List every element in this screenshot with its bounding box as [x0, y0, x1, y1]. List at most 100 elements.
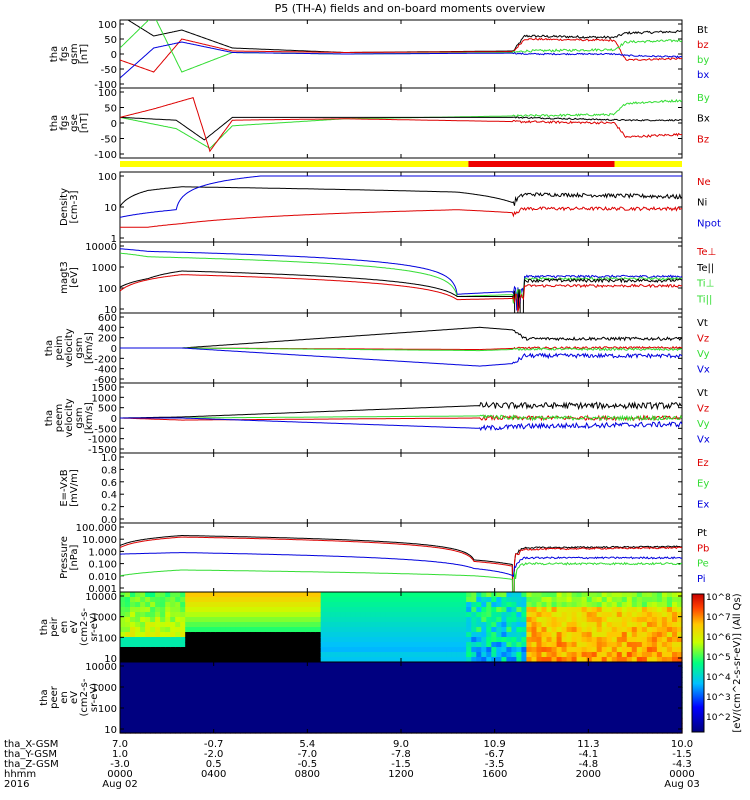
spec-cell	[325, 707, 332, 714]
spec-cell	[295, 702, 302, 709]
spec-cell	[280, 597, 287, 603]
spec-cell	[396, 692, 402, 699]
spec-cell	[265, 602, 272, 608]
spec-cell	[416, 712, 422, 719]
spec-cell	[586, 697, 593, 704]
panel-pressure: Pressure [nPa]100.00010.0001.0000.1000.01…	[59, 522, 709, 595]
spec-cell	[406, 637, 412, 643]
spec-cell	[536, 632, 543, 638]
spec-cell	[446, 627, 452, 633]
spec-cell	[551, 697, 558, 704]
spec-cell	[250, 642, 257, 648]
spec-cell	[466, 687, 472, 694]
spec-cell	[401, 682, 407, 688]
spec-cell	[551, 627, 558, 633]
spec-cell	[335, 722, 342, 729]
spec-cell	[385, 672, 392, 678]
spec-cell	[205, 607, 211, 613]
spec-cell	[135, 632, 141, 638]
spec-cell	[556, 677, 563, 683]
spec-cell	[476, 702, 482, 709]
spec-cell	[596, 662, 603, 668]
spec-cell	[350, 697, 357, 704]
spec-cell	[195, 687, 201, 694]
spec-cell	[586, 617, 593, 623]
spec-cell	[426, 652, 432, 658]
spec-cell	[511, 632, 517, 638]
spec-cell	[636, 592, 643, 598]
spec-cell	[611, 637, 618, 643]
spec-cell	[315, 622, 322, 628]
spec-cell	[240, 697, 246, 704]
spec-cell	[536, 657, 543, 663]
spec-cell	[581, 617, 588, 623]
spec-cell	[130, 637, 136, 643]
spec-cell	[305, 712, 312, 719]
spec-cell	[140, 712, 146, 719]
spec-cell	[431, 697, 437, 704]
spec-cell	[672, 652, 678, 658]
y-tick-label: 600	[98, 313, 117, 324]
spec-cell	[426, 677, 432, 683]
spec-cell	[160, 627, 166, 633]
spec-cell	[516, 687, 522, 694]
spec-cell	[305, 687, 312, 694]
spec-cell	[305, 657, 312, 663]
spec-cell	[200, 677, 206, 683]
spec-cell	[245, 677, 251, 683]
spec-cell	[380, 602, 387, 608]
spec-cell	[481, 712, 487, 719]
spec-cell	[576, 592, 583, 598]
spec-cell	[446, 667, 452, 673]
spec-cell	[375, 652, 382, 658]
series-peem-vt	[120, 401, 682, 419]
spec-cell	[411, 642, 417, 648]
spec-cell	[616, 702, 623, 709]
spec-cell	[481, 702, 487, 709]
spec-cell	[225, 722, 231, 729]
y-tick-label: 0	[111, 119, 117, 130]
spec-cell	[536, 702, 543, 709]
spec-cell	[516, 592, 522, 598]
spec-cell	[165, 597, 171, 603]
spec-cell	[190, 697, 196, 704]
spec-cell	[511, 667, 517, 673]
spec-cell	[345, 607, 352, 613]
spec-cell	[190, 652, 196, 658]
spec-cell	[526, 712, 532, 719]
spec-cell	[230, 627, 236, 633]
spec-cell	[621, 592, 628, 598]
spec-cell	[320, 707, 327, 714]
spec-cell	[330, 682, 337, 688]
spec-cell	[436, 672, 442, 678]
spec-cell	[576, 657, 583, 663]
spec-cell	[556, 682, 563, 688]
spec-cell	[411, 722, 417, 729]
spec-cell	[501, 597, 507, 603]
spec-cell	[566, 672, 573, 678]
spec-cell	[656, 627, 663, 633]
legend-entry: Vz	[697, 404, 709, 415]
spec-cell	[486, 662, 492, 668]
spec-cell	[416, 617, 422, 623]
spec-cell	[170, 627, 176, 633]
spec-cell	[190, 597, 196, 603]
panel-ylabel: Density [cm-3]	[59, 188, 80, 226]
spec-cell	[165, 687, 171, 694]
spec-cell	[496, 697, 502, 704]
spec-cell	[591, 647, 598, 653]
spec-cell	[260, 682, 267, 688]
spec-cell	[486, 632, 492, 638]
spec-cell	[345, 602, 352, 608]
spec-cell	[185, 607, 191, 613]
y-tick-label: 100	[98, 20, 117, 31]
spec-cell	[431, 597, 437, 603]
spec-cell	[350, 657, 357, 663]
spec-cell	[466, 727, 472, 734]
spec-cell	[320, 597, 327, 603]
spec-cell	[145, 612, 151, 618]
spec-cell	[285, 617, 292, 623]
spec-cell	[491, 622, 497, 628]
spec-cell	[235, 607, 241, 613]
spec-cell	[295, 627, 302, 633]
